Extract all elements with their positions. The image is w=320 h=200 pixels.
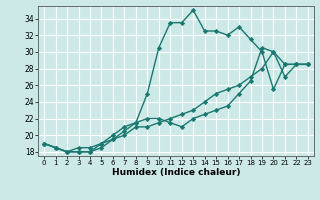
X-axis label: Humidex (Indice chaleur): Humidex (Indice chaleur) (112, 168, 240, 177)
